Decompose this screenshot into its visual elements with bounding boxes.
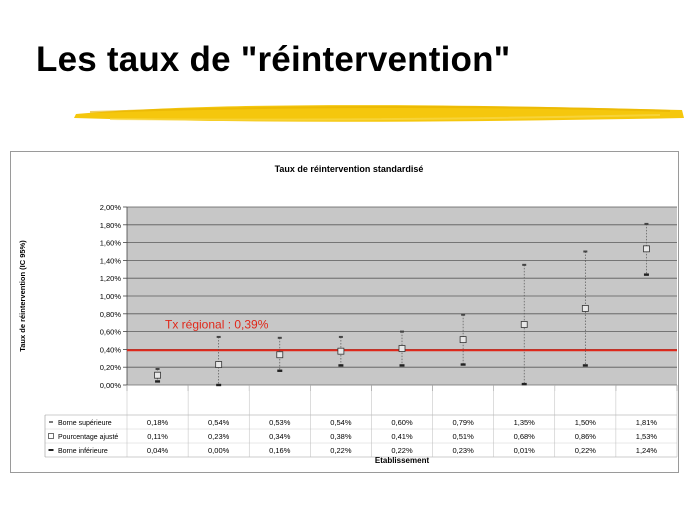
upper-bound-marker — [338, 335, 343, 338]
table-cell-value: 0,04% — [147, 446, 169, 455]
table-cell-value: 0,18% — [147, 418, 169, 427]
upper-bound-marker — [583, 250, 588, 253]
legend-series-name: Borne supérieure — [58, 420, 112, 427]
y-tick-label: 1,60% — [100, 239, 122, 248]
table-cell-value: 0,68% — [514, 432, 536, 441]
adjusted-rate-marker — [215, 361, 223, 368]
y-tick-label: 0,00% — [100, 381, 122, 390]
y-axis-ticks: 0,00% 0,20% 0,40% 0,60% 0,80% 1,00% 1,20% 1,40%… — [100, 203, 128, 390]
legend-key-adjusted — [48, 433, 54, 439]
y-tick-label: 0,40% — [100, 345, 122, 354]
data-marks — [154, 222, 650, 387]
table-cell-value: 0,86% — [575, 432, 597, 441]
y-tick-label: 1,40% — [100, 256, 122, 265]
lower-bound-marker — [643, 273, 649, 276]
upper-bound-marker — [461, 313, 466, 316]
table-cell-value: 0,53% — [269, 418, 291, 427]
y-tick-label: 1,00% — [100, 292, 122, 301]
table-cell-value: 1,50% — [575, 418, 597, 427]
legend-key-lower — [48, 449, 54, 451]
table-cell-value: 1,35% — [514, 418, 536, 427]
table-cell-value: 0,51% — [452, 432, 474, 441]
adjusted-rate-marker — [520, 321, 528, 328]
upper-bound-marker — [522, 263, 527, 266]
y-tick-label: 0,60% — [100, 328, 122, 337]
table-cell-value: 0,60% — [391, 418, 413, 427]
table-cell-value: 0,54% — [208, 418, 230, 427]
table-cell-value: 0,79% — [452, 418, 474, 427]
table-cell-value: 1,53% — [636, 432, 658, 441]
y-axis-label: Taux de réintervention (IC 95%) — [18, 240, 27, 352]
table-cell-value: 0,22% — [330, 446, 352, 455]
table-cell-value: 0,34% — [269, 432, 291, 441]
chart-title: Taux de réintervention standardisé — [275, 164, 424, 174]
data-table: Borne supérieure 0,18% 0,54% 0,53% 0,54% 0,60… — [44, 385, 678, 458]
adjusted-rate-marker — [276, 351, 284, 359]
adjusted-rate-marker — [154, 371, 161, 379]
lower-bound-marker — [155, 380, 161, 383]
upper-bound-marker — [400, 330, 404, 333]
upper-bound-marker — [155, 367, 160, 370]
regional-rate-label: Tx régional : 0,39% — [165, 317, 269, 331]
adjusted-rate-marker — [459, 336, 467, 344]
table-cell-value: 0,23% — [452, 446, 474, 455]
x-axis-label: Etablissement — [375, 456, 430, 465]
upper-bound-marker — [277, 336, 282, 339]
lower-bound-marker — [338, 364, 344, 367]
lower-bound-marker — [521, 382, 527, 386]
table-cell-value: 0,16% — [269, 446, 291, 455]
table-cell-value: 0,00% — [208, 446, 230, 455]
adjusted-rate-marker — [643, 245, 650, 253]
lower-bound-marker — [216, 383, 222, 387]
slide-title: Les taux de "réintervention" — [36, 40, 511, 79]
upper-bound-marker — [216, 335, 221, 338]
highlight-brush-stroke — [74, 105, 684, 122]
lower-bound-marker — [399, 364, 405, 367]
table-cell-value: 1,81% — [636, 418, 658, 427]
table-cell-value: 0,01% — [514, 446, 536, 455]
legend-key-upper — [49, 421, 53, 423]
table-cell-value: 0,54% — [330, 418, 352, 427]
y-tick-label: 1,80% — [100, 221, 122, 230]
y-tick-label: 0,20% — [100, 363, 122, 372]
adjusted-rate-marker — [337, 347, 345, 355]
adjusted-rate-marker — [398, 345, 406, 352]
y-tick-label: 2,00% — [100, 203, 122, 212]
lower-bound-marker — [460, 363, 466, 366]
adjusted-rate-marker — [581, 305, 589, 312]
chart-frame: Taux de réintervention standardisé 0,00%… — [10, 151, 679, 473]
table-cell-value: 0,22% — [575, 446, 597, 455]
legend-series-name: Pourcentage ajusté — [58, 434, 118, 441]
table-cell-value: 0,41% — [391, 432, 413, 441]
upper-bound-marker — [644, 222, 649, 225]
lower-bound-marker — [582, 364, 588, 367]
table-cell-value: 0,22% — [391, 446, 413, 455]
column-separators — [126, 385, 678, 391]
legend-series-name: Borne inférieure — [58, 448, 108, 455]
table-cell-value: 0,11% — [147, 432, 168, 441]
y-tick-label: 0,80% — [100, 310, 122, 319]
lower-bound-marker — [277, 369, 283, 372]
y-tick-label: 1,20% — [100, 274, 122, 283]
table-cell-value: 0,38% — [330, 432, 352, 441]
chart-canvas: Taux de réintervention standardisé 0,00%… — [18, 164, 678, 465]
table-cell-value: 0,23% — [208, 432, 230, 441]
table-cell-value: 1,24% — [636, 446, 658, 455]
